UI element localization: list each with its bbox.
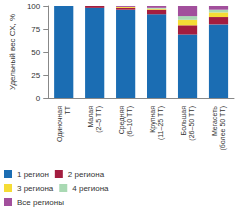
svg-text:Все регионы: Все регионы bbox=[17, 198, 64, 207]
svg-text:(более 50 ТТ): (более 50 ТТ) bbox=[219, 106, 227, 151]
svg-text:100: 100 bbox=[27, 2, 41, 11]
svg-text:(26–50 ТТ): (26–50 ТТ) bbox=[188, 106, 196, 141]
svg-text:0: 0 bbox=[36, 94, 41, 103]
svg-text:2 региона: 2 региона bbox=[68, 170, 105, 179]
svg-text:Удельный вес СХ, %: Удельный вес СХ, % bbox=[8, 14, 17, 90]
svg-text:3 региона: 3 региона bbox=[17, 184, 54, 193]
svg-text:50: 50 bbox=[31, 48, 40, 57]
svg-text:Мегасеть: Мегасеть bbox=[211, 106, 218, 136]
svg-text:(11–25 ТТ): (11–25 ТТ) bbox=[157, 106, 165, 140]
svg-text:Крупная: Крупная bbox=[149, 106, 157, 133]
svg-text:(6–10 ТТ): (6–10 ТТ) bbox=[126, 106, 134, 137]
svg-text:(2–5 ТТ): (2–5 ТТ) bbox=[95, 106, 103, 133]
svg-text:1 регион: 1 регион bbox=[17, 170, 49, 179]
svg-text:ТТ: ТТ bbox=[64, 105, 71, 114]
svg-text:Одиночная: Одиночная bbox=[56, 106, 64, 142]
svg-text:Большая: Большая bbox=[180, 106, 187, 136]
svg-text:Малая: Малая bbox=[87, 106, 94, 128]
svg-text:4 региона: 4 региона bbox=[72, 184, 109, 193]
svg-text:75: 75 bbox=[31, 25, 40, 34]
svg-text:Средняя: Средняя bbox=[118, 106, 126, 134]
svg-text:25: 25 bbox=[31, 71, 40, 80]
